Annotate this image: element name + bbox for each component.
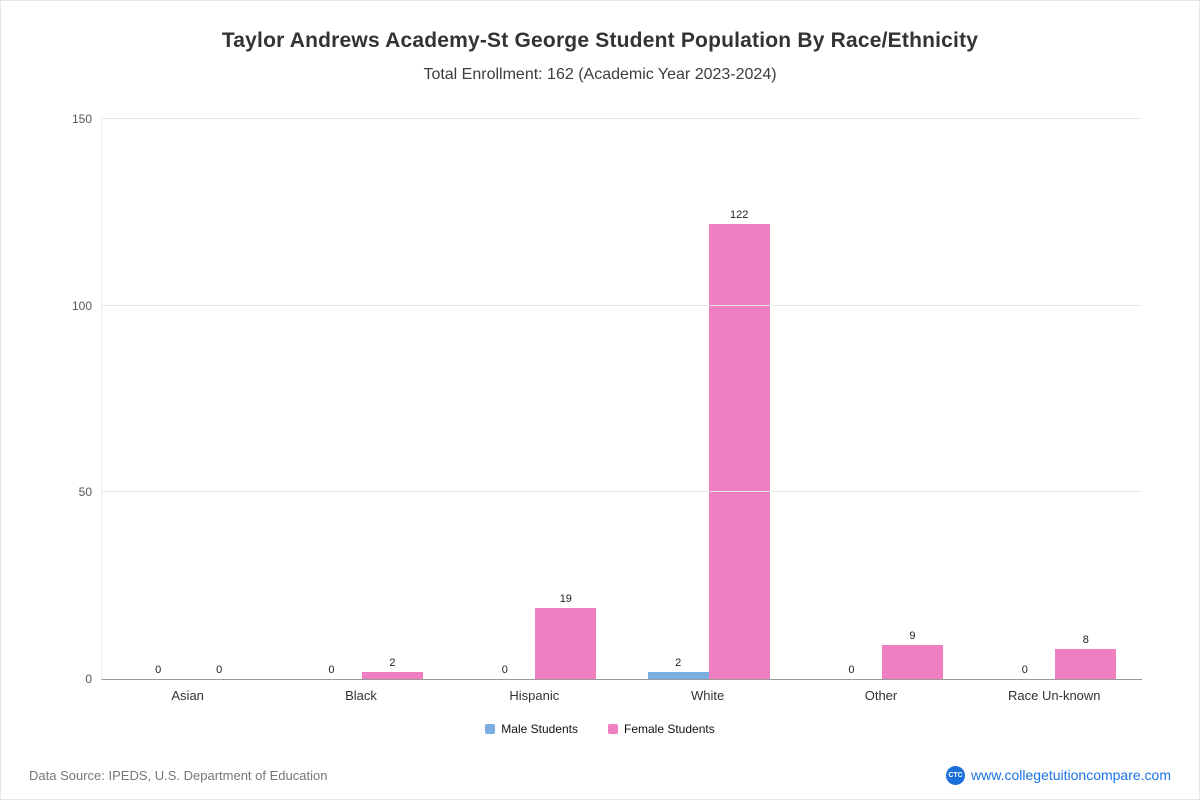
ctc-logo-icon: CTC xyxy=(946,765,966,785)
bar-group-hispanic: 0 19 xyxy=(449,119,622,679)
legend-item-male-students[interactable]: Male Students xyxy=(485,722,578,736)
bar-chart: 0 50 100 150 0 0 0 2 0 19 2 122 0 9 0 8 Asian Black Hispa… xyxy=(72,113,1142,703)
bar-value-label: 9 xyxy=(909,630,916,642)
bar-male-students-white[interactable] xyxy=(647,672,709,679)
legend-item-female-students[interactable]: Female Students xyxy=(608,722,715,736)
bar-value-label: 2 xyxy=(389,657,396,669)
x-axis-label-black: Black xyxy=(345,688,377,703)
bar-column: 0 xyxy=(189,665,250,679)
bar-column: 0 xyxy=(128,665,189,679)
bar-column: 0 xyxy=(301,665,362,679)
x-axis-label-asian: Asian xyxy=(171,688,204,703)
bar-column: 8 xyxy=(1055,634,1117,679)
bar-female-students-white[interactable] xyxy=(708,224,770,679)
bar-value-label: 0 xyxy=(501,664,508,676)
x-axis-label-hispanic: Hispanic xyxy=(509,688,560,703)
x-axis-label-white: White xyxy=(691,688,725,703)
y-axis-tick-label: 100 xyxy=(71,298,92,313)
legend-label: Female Students xyxy=(624,722,715,736)
footer: Data Source: IPEDS, U.S. Department of E… xyxy=(1,751,1199,799)
bar-female-students-race-un-known[interactable] xyxy=(1055,649,1117,679)
bar-value-label: 122 xyxy=(729,209,749,221)
x-axis-labels: Asian Black Hispanic White Other Race Un-know… xyxy=(101,688,1141,703)
bar-column: 0 xyxy=(821,665,882,679)
data-source-text: Data Source: IPEDS, U.S. Department of E… xyxy=(29,767,328,783)
site-url-text: www.collegetuitioncompare.com xyxy=(971,767,1171,783)
bar-column: 19 xyxy=(535,593,597,679)
bar-value-label: 2 xyxy=(675,657,682,669)
legend-swatch-icon xyxy=(608,724,618,734)
bar-female-students-black[interactable] xyxy=(361,672,423,679)
bar-value-label: 19 xyxy=(559,593,572,605)
y-axis-tick-label: 50 xyxy=(78,485,92,500)
bar-value-label: 0 xyxy=(328,664,335,676)
bar-column: 2 xyxy=(647,657,709,679)
bar-value-label: 0 xyxy=(1021,664,1028,676)
bar-value-label: 0 xyxy=(155,664,162,676)
chart-subtitle: Total Enrollment: 162 (Academic Year 202… xyxy=(423,66,777,83)
legend-swatch-icon xyxy=(485,724,496,734)
bar-column: 0 xyxy=(474,665,535,679)
bar-group-white: 2 122 xyxy=(622,119,795,679)
bar-value-label: 0 xyxy=(848,664,855,676)
site-link[interactable]: CTC www.collegetuitioncompare.com xyxy=(946,765,1171,785)
plot-area: 0 50 100 150 0 0 0 2 0 19 2 122 0 9 0 8 xyxy=(72,113,1142,685)
bar-female-students-hispanic[interactable] xyxy=(535,608,597,679)
bar-female-students-other[interactable] xyxy=(881,645,943,679)
bar-column: 0 xyxy=(994,665,1055,679)
y-axis-tick-label: 150 xyxy=(71,112,92,126)
legend-label: Male Students xyxy=(501,722,578,736)
x-axis-label-race-un-known: Race Un-known xyxy=(1008,688,1101,703)
bar-value-label: 0 xyxy=(216,664,223,676)
x-axis-label-other: Other xyxy=(864,688,898,703)
chart-title: Taylor Andrews Academy-St George Student… xyxy=(221,29,979,52)
bar-value-label: 8 xyxy=(1082,634,1089,646)
y-axis-tick-label: 0 xyxy=(85,672,92,686)
bar-column: 122 xyxy=(708,209,770,679)
bar-column: 9 xyxy=(881,630,943,679)
legend: Male Students Female Students xyxy=(1,722,1199,736)
bar-column: 2 xyxy=(361,657,423,679)
